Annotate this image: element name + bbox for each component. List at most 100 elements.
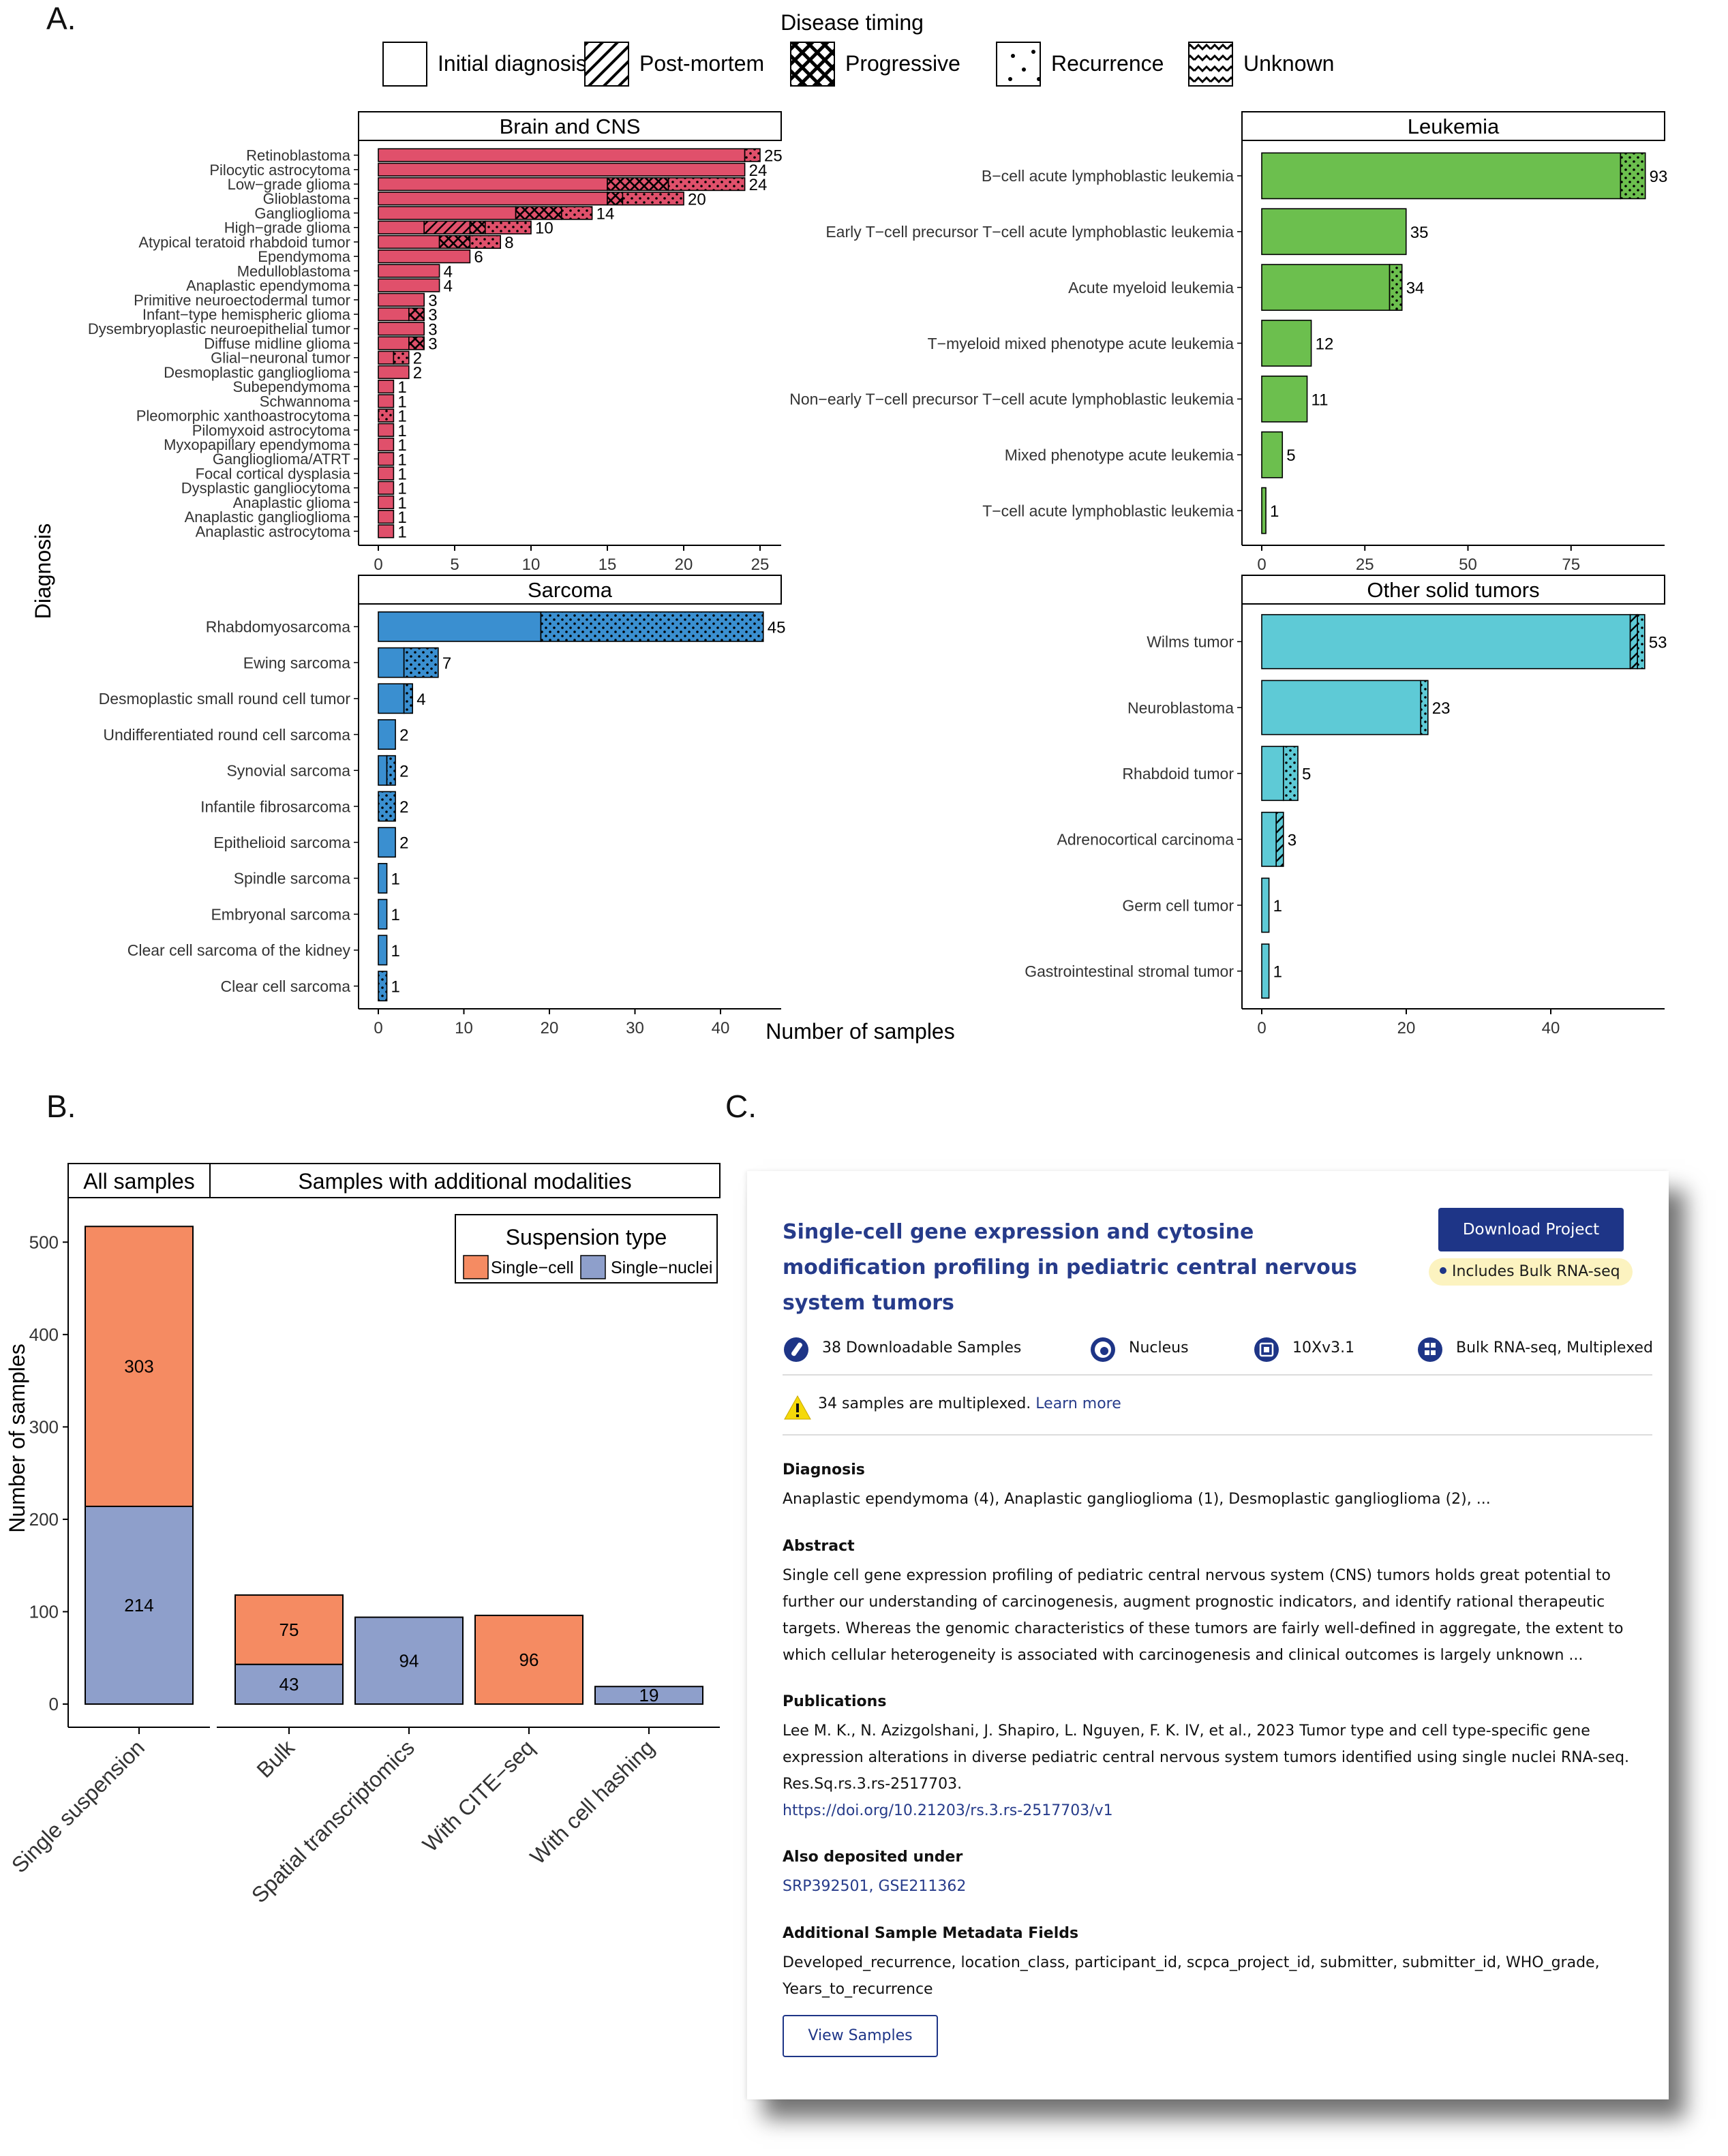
data-label: 6 [474,248,483,267]
meta-technology-text: 10Xv3.1 [1292,1339,1355,1356]
category-label: Myxopapillary ependymoma [164,436,351,453]
bar-segment-pattern [1389,264,1402,311]
category-label: Wilms tumor [1147,633,1234,651]
bar-segment-pattern [404,648,438,678]
facet-title: Sarcoma [528,578,613,602]
data-label: 303 [124,1356,153,1377]
category-label: Dysembryoplastic neuroepithelial tumor [88,320,350,337]
data-label: 4 [444,262,453,281]
bar-segment-pattern [470,235,501,249]
publication-doi-link[interactable]: https://doi.org/10.21203/rs.3.rs-2517703… [783,1802,1113,1819]
x-tick-label: 15 [598,556,617,574]
x-tick-label: Single suspension [7,1735,149,1877]
data-label: 5 [1286,446,1295,465]
legend-swatch [580,1255,606,1279]
data-label: 1 [397,466,406,484]
x-tick-label: 5 [450,556,459,574]
project-meta-row: 38 Downloadable Samples Nucleus 10Xv3.1 … [783,1333,1653,1363]
bar-segment [378,322,425,336]
bar-segment-pattern [622,192,684,205]
data-label: 8 [504,234,513,252]
category-label: Pilomyxoid astrocytoma [192,422,351,439]
deposited-links[interactable]: SRP392501, GSE211362 [783,1878,967,1895]
bar-segment [378,278,440,292]
y-tick-label: 200 [29,1509,59,1530]
data-label: 20 [688,190,706,209]
data-label: 1 [391,870,400,888]
x-tick-label: 25 [1356,556,1374,574]
bar-segment-pattern [1630,614,1638,669]
warning-icon [784,1395,811,1420]
panel-label-b: B. [46,1089,76,1124]
view-samples-button[interactable]: View Samples [783,2015,938,2057]
bar-segment [378,935,388,966]
data-label: 2 [399,798,408,817]
y-axis-title: Diagnosis [31,523,55,620]
data-label: 1 [397,436,406,455]
data-label: 1 [397,451,406,469]
data-label: 1 [397,393,406,411]
bar-segment [1261,680,1421,735]
bar-segment-pattern [470,221,485,234]
data-label: 19 [639,1685,659,1705]
bar-segment-pattern [541,611,763,641]
legend-swatch-pattern [584,42,629,87]
data-label: 1 [391,942,400,960]
category-label: Focal cortical dysplasia [196,465,351,482]
bar-segment [378,898,388,930]
x-tick-label: 40 [712,1019,730,1037]
data-label: 7 [442,654,451,673]
facet-strip [1241,575,1665,605]
category-label: Retinoblastoma [246,147,351,164]
bar-segment [378,863,388,894]
bar-segment [378,719,396,750]
nucleus-icon [1091,1337,1115,1362]
category-label: Desmoplastic small round cell tumor [99,690,351,708]
x-axis-title: Number of samples [766,1019,954,1044]
bar-segment [1261,613,1631,669]
bar-segment [378,220,425,234]
category-label: Non−early T−cell precursor T−cell acute … [789,391,1234,408]
bar-segment-pattern [404,684,413,714]
bar-segment-pattern [378,971,387,1001]
data-label: 4 [444,277,453,296]
category-label: Desmoplastic ganglioglioma [164,364,351,381]
data-label: 24 [749,162,768,180]
bar-segment-pattern [515,207,562,219]
data-label: 10 [535,219,554,238]
multiplex-note: 34 samples are multiplexed. [818,1395,1031,1412]
project-title[interactable]: Single-cell gene expression and cytosine… [783,1220,1357,1315]
bar-segment [378,292,425,307]
data-label: 5 [1302,765,1311,784]
y-tick-label: 400 [29,1324,59,1345]
download-project-button[interactable]: Download Project [1438,1208,1624,1251]
y-tick-label: 100 [29,1601,59,1622]
bar-segment-pattern [386,755,396,785]
facet-sarcoma: Sarcoma 0 10 20 30 40 Rhabdomyosarcoma 45 Ewing … [99,575,786,1037]
data-label: 2 [399,834,408,853]
bar-single-nuclei [354,1616,464,1705]
category-label: Glial−neuronal tumor [211,350,350,367]
publications-heading: Publications [783,1693,887,1710]
data-label: 14 [596,205,615,224]
publication-text: Lee M. K., N. Azizgolshani, J. Shapiro, … [783,1722,1630,1793]
category-label: Infantile fibrosarcoma [200,798,350,815]
category-label: Pilocytic astrocytoma [209,162,350,179]
bar-segment [1261,487,1267,534]
learn-more-link[interactable]: Learn more [1035,1395,1121,1412]
category-label: Anaplastic astrocytoma [196,523,351,540]
meta-samples-text: 38 Downloadable Samples [822,1339,1022,1356]
bar-segment-pattern [668,177,745,191]
bar-segment [378,336,410,350]
bar-segment [378,524,395,538]
data-label: 45 [768,618,786,637]
legend-label: Progressive [845,51,960,76]
bar-single-cell [85,1226,194,1507]
data-label: 2 [399,727,408,745]
x-tick-label: 0 [1257,556,1266,574]
bar-segment-pattern [1637,614,1645,669]
category-label: T−cell acute lymphoblastic leukemia [982,502,1234,519]
data-label: 53 [1649,633,1667,652]
